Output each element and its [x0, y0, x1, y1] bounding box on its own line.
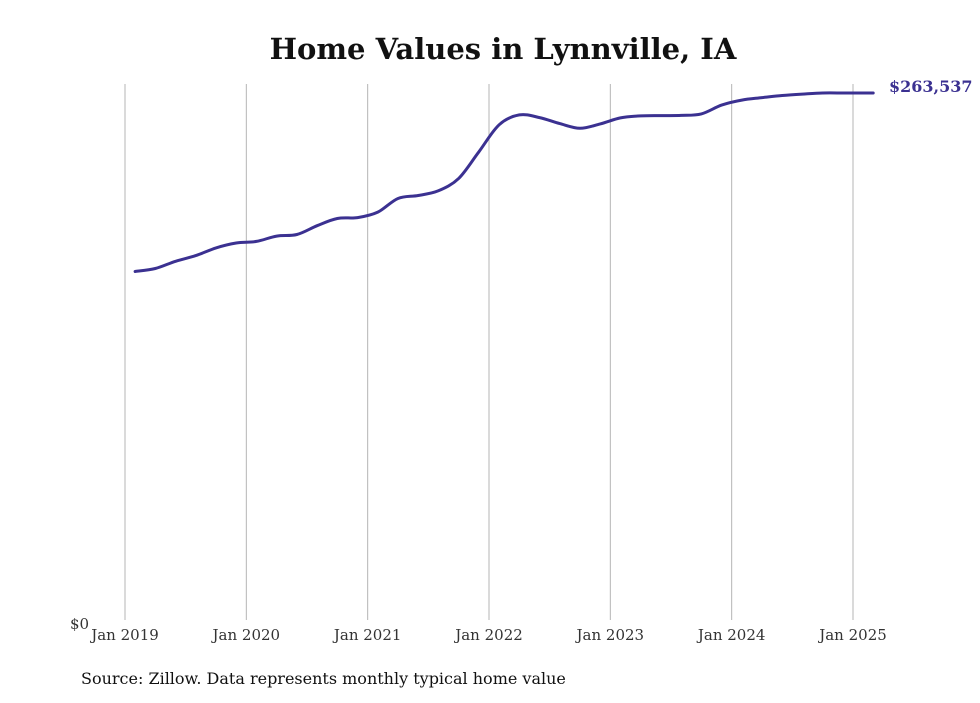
- gridlines: [124, 84, 854, 620]
- y-axis-ticks: $0: [70, 615, 89, 633]
- x-tick-label: Jan 2022: [453, 626, 523, 644]
- chart-title: Home Values in Lynnville, IA: [270, 32, 737, 66]
- x-tick-label: Jan 2024: [696, 626, 766, 644]
- x-tick-label: Jan 2023: [575, 626, 645, 644]
- source-note: Source: Zillow. Data represents monthly …: [81, 669, 566, 688]
- series-line-0: [133, 91, 875, 273]
- x-axis-ticks: Jan 2019 Jan 2020 Jan 2021 Jan 2022 Jan 2023…: [89, 626, 887, 644]
- x-tick-label: Jan 2020: [211, 626, 281, 644]
- x-tick-label: Jan 2025: [817, 626, 887, 644]
- x-tick-label: Jan 2021: [332, 626, 402, 644]
- y-tick-label: $0: [70, 615, 89, 633]
- x-tick-label: Jan 2019: [89, 626, 159, 644]
- end-value-label: $263,537: [889, 77, 973, 96]
- series-layer: [133, 91, 875, 273]
